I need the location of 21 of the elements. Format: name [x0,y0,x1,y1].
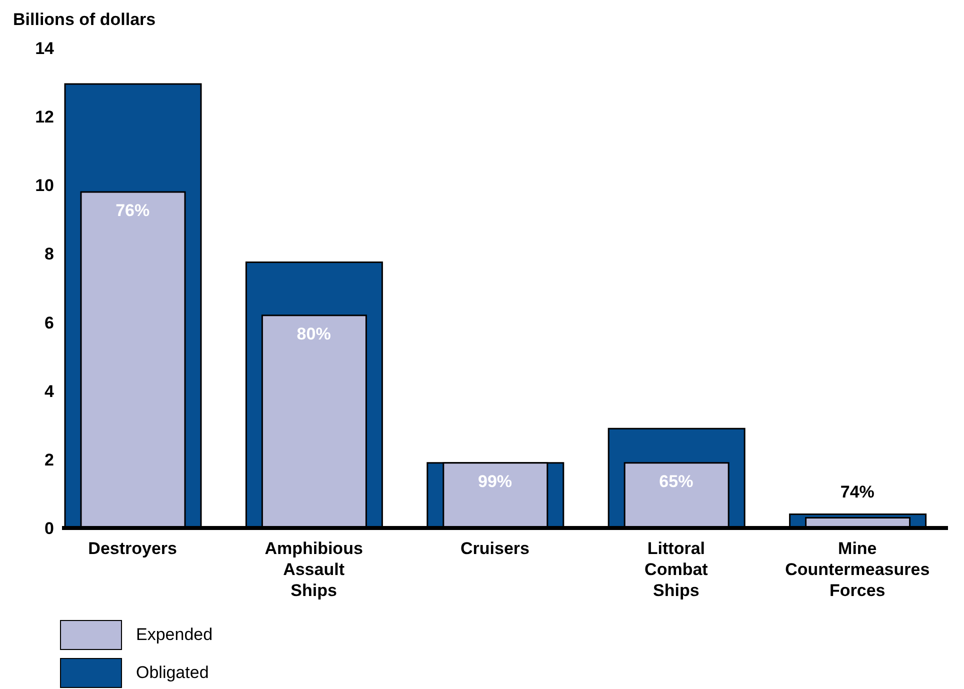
y-tick-label: 4 [44,382,55,401]
y-tick-label: 14 [35,39,55,58]
x-tick-label: Littoral Combat Ships [644,539,708,600]
y-axis-title: Billions of dollars [13,10,156,30]
y-tick-label: 0 [44,519,54,538]
annotation: 76% [116,201,150,220]
annotation: 74% [840,482,874,502]
annotation: 65% [659,472,694,491]
x-tick-label: Cruisers [460,539,530,558]
legend-label: Expended [136,625,213,645]
y-tick-label: 12 [35,108,54,127]
legend-label: Obligated [136,663,209,683]
y-tick-label: 10 [35,176,54,196]
annotation: 80% [296,324,331,344]
x-tick-label: Amphibious Assault Ships [264,539,363,600]
annotation: 99% [478,472,512,491]
y-tick-label: 6 [44,313,54,332]
y-tick-label: 2 [44,450,54,470]
x-tick-label: Destroyers [88,539,178,558]
x-tick-label: Mine Countermeasures Forces [785,539,930,600]
y-tick-label: 8 [44,244,54,264]
